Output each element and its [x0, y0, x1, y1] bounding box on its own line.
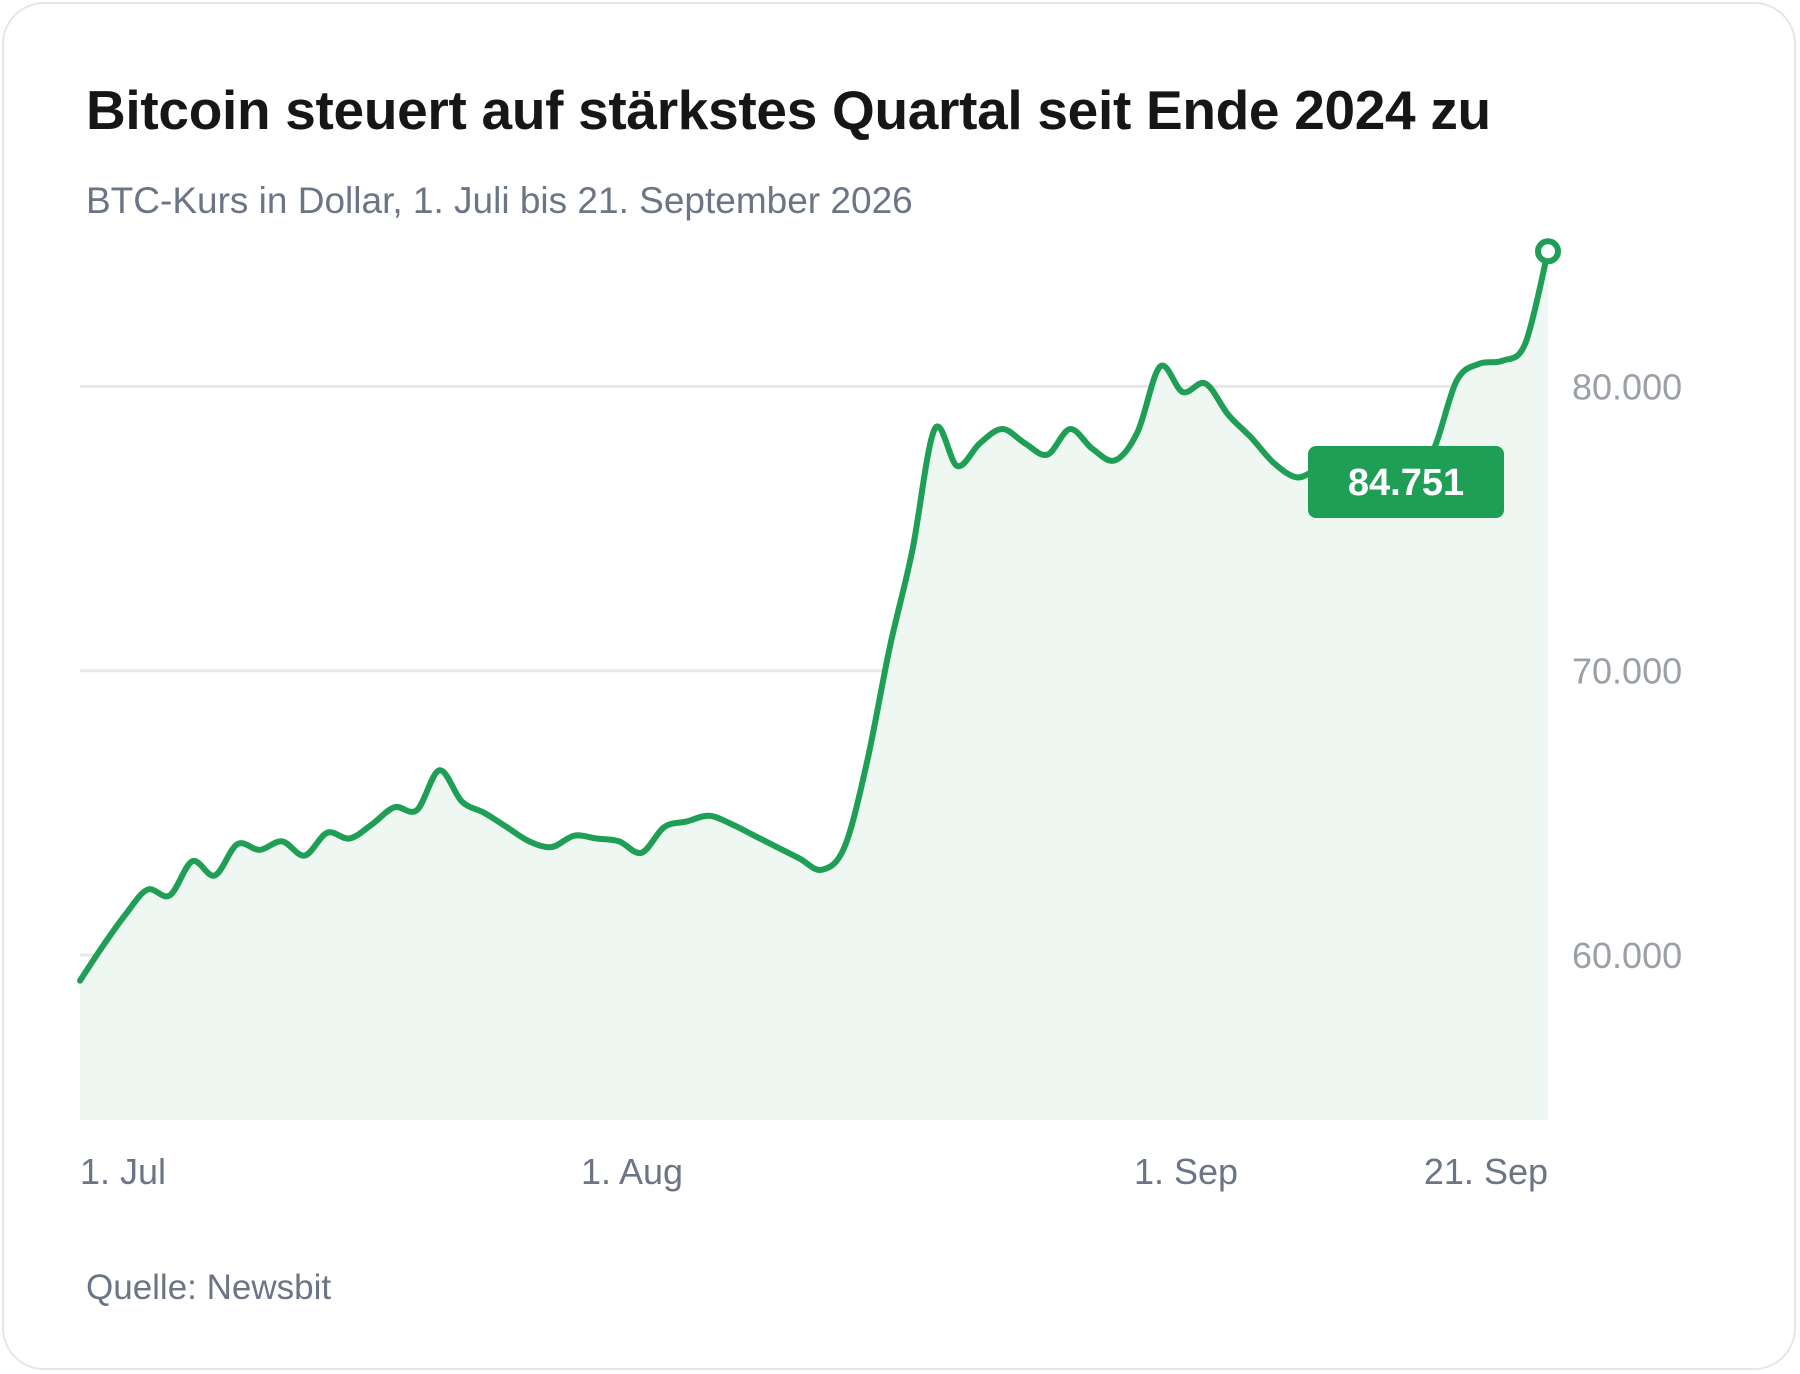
y-tick-label: 70.000 — [1572, 651, 1682, 692]
last-value-label: 84.751 — [1348, 462, 1464, 504]
chart-source: Quelle: Newsbit — [86, 1268, 332, 1307]
x-tick-label: 1. Jul — [80, 1151, 166, 1192]
price-line — [77, 248, 1551, 984]
x-tick-label: 21. Sep — [1424, 1151, 1548, 1192]
price-area — [80, 251, 1548, 1121]
last-value-badge — [1308, 446, 1504, 518]
x-tick-label: 1. Sep — [1134, 1151, 1238, 1192]
x-tick-label: 1. Aug — [581, 1151, 683, 1192]
y-tick-label: 80.000 — [1572, 366, 1682, 407]
y-tick-label: 60.000 — [1572, 935, 1682, 976]
chart-title: Bitcoin steuert auf stärkstes Quartal se… — [86, 79, 1491, 141]
chart-subtitle: BTC-Kurs in Dollar, 1. Juli bis 21. Sept… — [86, 180, 913, 221]
last-point-marker — [1535, 238, 1561, 265]
